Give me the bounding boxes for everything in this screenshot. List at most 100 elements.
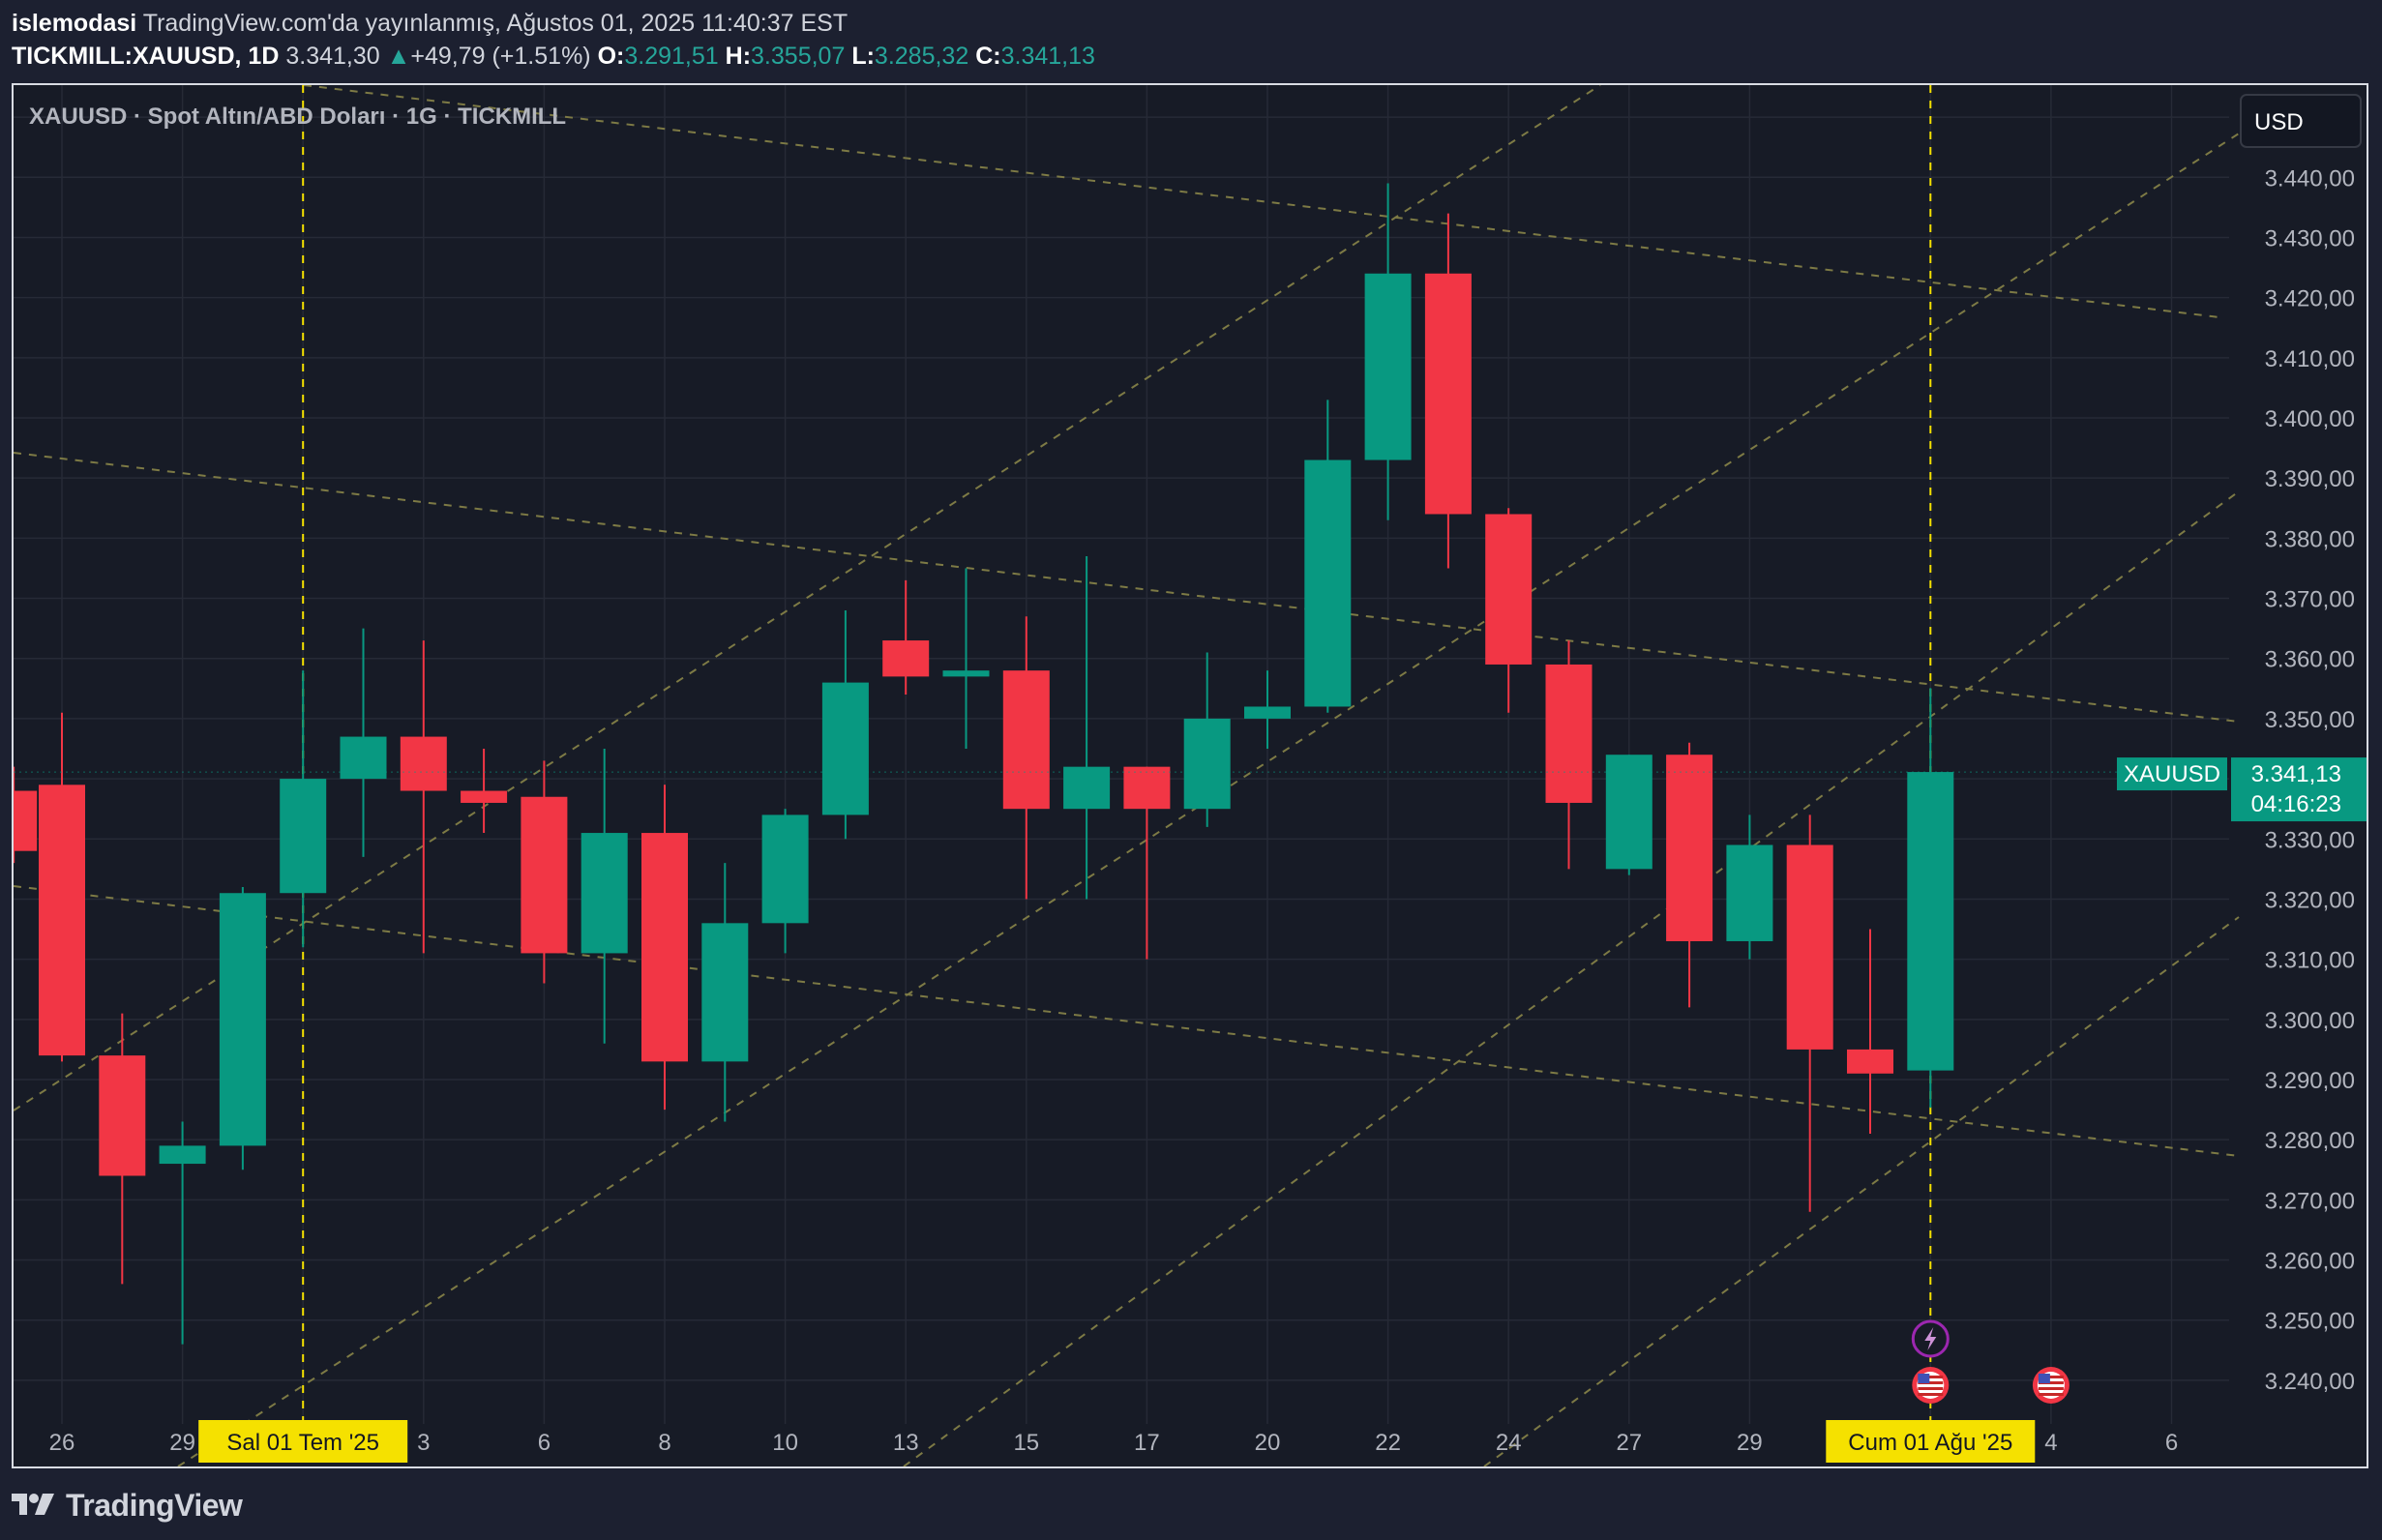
candle-body xyxy=(942,670,990,677)
x-tick-label: 29 xyxy=(169,1430,195,1456)
y-tick-label: 3.290,00 xyxy=(2265,1068,2355,1094)
x-label-highlight xyxy=(198,1420,408,1463)
candle-body xyxy=(99,1055,146,1176)
lightning-event-icon[interactable] xyxy=(1911,1319,1950,1358)
candle[interactable] xyxy=(280,670,327,948)
us-flag-event-icon[interactable] xyxy=(1912,1367,1950,1404)
y-tick-label: 3.430,00 xyxy=(2265,225,2355,252)
published-text: TradingView.com'da yayınlanmış, Ağustos … xyxy=(142,10,849,37)
x-tick-label: 22 xyxy=(1375,1430,1401,1456)
candle-body xyxy=(1907,772,1954,1071)
candle[interactable] xyxy=(461,749,508,834)
candle[interactable] xyxy=(219,887,266,1170)
y-tick-label: 3.260,00 xyxy=(2265,1249,2355,1275)
candle-body xyxy=(882,640,930,677)
candle[interactable] xyxy=(581,749,628,1044)
y-tick-label: 3.280,00 xyxy=(2265,1128,2355,1154)
candle[interactable] xyxy=(400,640,447,954)
brand-name: TradingView xyxy=(66,1487,243,1523)
candle[interactable] xyxy=(1605,755,1653,875)
candle-body xyxy=(1485,514,1533,665)
candle[interactable] xyxy=(1304,400,1352,713)
price-chart[interactable]: 3.240,00 3.250,00 3.260,00 3.270,00 3.280,00… xyxy=(14,85,2367,1466)
y-tick-label: 3.240,00 xyxy=(2265,1369,2355,1395)
candle-body xyxy=(701,923,749,1062)
price-tag-value: 3.341,13 xyxy=(2251,761,2341,787)
candle[interactable] xyxy=(882,579,930,696)
candle-body xyxy=(1545,664,1593,803)
candle-body xyxy=(1605,755,1653,870)
candle[interactable] xyxy=(942,568,990,749)
y-tick-label: 3.420,00 xyxy=(2265,286,2355,312)
candle[interactable] xyxy=(1545,640,1593,870)
date-markers xyxy=(302,85,1932,1420)
candle[interactable] xyxy=(1424,213,1472,569)
candle-body xyxy=(641,833,688,1062)
last-price: 3.341,30 xyxy=(285,43,380,70)
candle[interactable] xyxy=(821,609,869,840)
candle-body xyxy=(400,736,447,791)
candle[interactable] xyxy=(1063,556,1111,900)
y-tick-label: 3.380,00 xyxy=(2265,526,2355,552)
candle-body xyxy=(39,785,85,1056)
candle[interactable] xyxy=(99,1013,146,1285)
candle[interactable] xyxy=(1364,183,1412,520)
candle[interactable] xyxy=(1847,929,1893,1134)
candle-body xyxy=(1364,273,1412,460)
symbol-label[interactable]: TICKMILL:XAUUSD, 1D xyxy=(12,43,280,70)
candle[interactable] xyxy=(1907,688,1954,1109)
candle-body xyxy=(14,790,38,851)
rising-line-4 xyxy=(1483,916,2240,1466)
x-tick-label: 17 xyxy=(1134,1430,1160,1456)
tradingview-logo-icon xyxy=(12,1494,54,1515)
candle[interactable] xyxy=(1666,742,1713,1008)
candle-body xyxy=(219,893,266,1146)
open-value: 3.291,51 xyxy=(624,43,719,70)
chart-frame: 3.240,00 3.250,00 3.260,00 3.270,00 3.280,00… xyxy=(12,83,2368,1468)
overlays: XAUUSD · Spot Altın/ABD Doları · 1G · TI… xyxy=(29,94,2362,148)
candle[interactable] xyxy=(1123,766,1171,960)
x-tick-label: 8 xyxy=(658,1430,670,1456)
events[interactable] xyxy=(1911,1319,2069,1404)
channel-line-upper-mid xyxy=(14,452,2240,723)
currency-button[interactable]: USD xyxy=(2240,94,2362,148)
channel-line-upper xyxy=(303,85,2220,318)
candle[interactable] xyxy=(340,628,387,857)
candle-body xyxy=(1183,718,1231,810)
candle-body xyxy=(761,814,809,924)
candle[interactable] xyxy=(1244,670,1291,749)
close-label: C: xyxy=(975,43,1001,70)
y-tick-label: 3.360,00 xyxy=(2265,647,2355,673)
candle[interactable] xyxy=(761,809,809,954)
x-tick-label: 10 xyxy=(772,1430,798,1456)
candle[interactable] xyxy=(641,785,688,1111)
candle[interactable] xyxy=(1002,616,1050,900)
candle-body xyxy=(1123,766,1171,810)
change-value: +49,79 (+1.51%) xyxy=(410,43,591,70)
candle[interactable] xyxy=(14,766,38,864)
candle[interactable] xyxy=(1786,814,1833,1212)
candle[interactable] xyxy=(1183,652,1231,827)
change-up-icon: ▲ xyxy=(386,43,411,70)
candle-body xyxy=(821,682,869,815)
price-tag-countdown: 04:16:23 xyxy=(2251,791,2341,817)
candle[interactable] xyxy=(39,712,85,1062)
us-flag-event-icon[interactable] xyxy=(2032,1367,2069,1404)
high-value: 3.355,07 xyxy=(751,43,846,70)
candle[interactable] xyxy=(1485,508,1533,713)
candle[interactable] xyxy=(1726,814,1773,960)
y-tick-label: 3.440,00 xyxy=(2265,165,2355,192)
y-tick-label: 3.390,00 xyxy=(2265,466,2355,492)
publish-info: islemodasi TradingView.com'da yayınlanmı… xyxy=(12,8,848,39)
x-tick-label: 26 xyxy=(49,1430,75,1456)
channel-line-lower xyxy=(14,885,2240,1157)
candles[interactable] xyxy=(14,183,1954,1345)
candle-body xyxy=(280,779,327,894)
candle[interactable] xyxy=(701,863,749,1122)
high-label: H: xyxy=(725,43,752,70)
candle-body xyxy=(1244,706,1291,719)
y-tick-label: 3.350,00 xyxy=(2265,707,2355,733)
candle[interactable] xyxy=(521,760,568,984)
publisher-name[interactable]: islemodasi xyxy=(12,10,137,37)
candle[interactable] xyxy=(159,1121,206,1345)
